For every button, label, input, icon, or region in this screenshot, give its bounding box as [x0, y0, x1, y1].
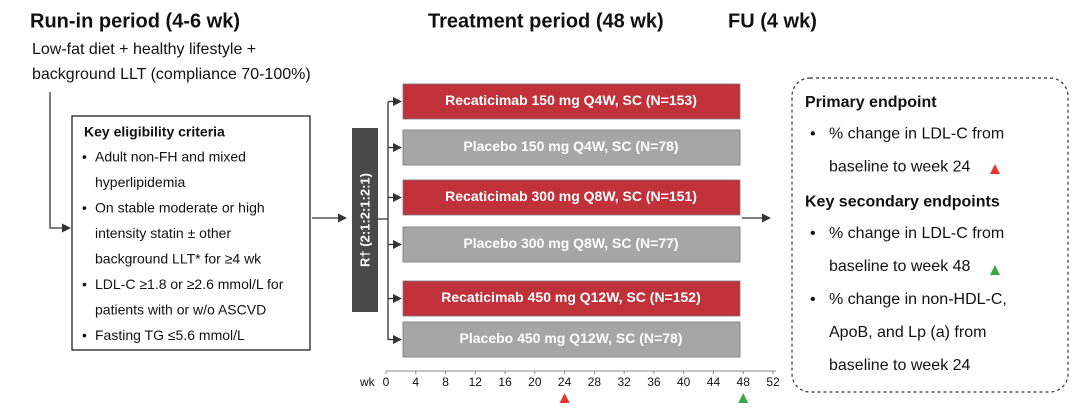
- eligibility-item: patients with or w/o ASCVD: [95, 302, 266, 318]
- endpoint-section-title: Key secondary endpoints: [805, 194, 1000, 211]
- timeline-tick-label: 40: [677, 375, 691, 389]
- timeline-marker: [559, 393, 570, 403]
- eligibility-item: Fasting TG ≤5.6 mmol/L: [95, 327, 245, 343]
- randomization-box: [352, 128, 378, 312]
- timeline-tick-label: 4: [412, 375, 419, 389]
- arm-label: Recaticimab 300 mg Q8W, SC (N=151): [445, 188, 697, 204]
- timeline-tick-label: 32: [617, 375, 631, 389]
- endpoint-item: baseline to week 24: [829, 159, 971, 176]
- run-in-description: background LLT (compliance 70-100%): [32, 66, 311, 83]
- follow-up-title: FU (4 wk): [728, 10, 817, 32]
- endpoint-item: % change in LDL-C from: [829, 126, 1004, 143]
- bullet: •: [810, 126, 816, 143]
- endpoint-item: % change in LDL-C from: [829, 225, 1004, 242]
- secondary-icon: [990, 265, 1000, 275]
- primary-icon: [990, 164, 1000, 174]
- endpoint-section-title: Primary endpoint: [805, 94, 937, 111]
- arm-bar: [402, 280, 741, 317]
- arm-label: Recaticimab 450 mg Q12W, SC (N=152): [441, 289, 701, 305]
- timeline-tick-label: 52: [766, 375, 780, 389]
- arm-bar: [402, 129, 741, 166]
- timeline-tick-label: 28: [588, 375, 602, 389]
- timeline-tick-label: 8: [442, 375, 449, 389]
- eligibility-item: intensity statin ± other: [95, 225, 231, 241]
- treatment-title: Treatment period (48 wk): [428, 10, 664, 32]
- arm-label: Recaticimab 150 mg Q4W, SC (N=153): [445, 92, 697, 108]
- bullet: •: [82, 149, 87, 165]
- endpoints-box: [791, 77, 1069, 393]
- bullet: •: [82, 200, 87, 216]
- bullet: •: [82, 276, 87, 292]
- timeline-tick-label: 36: [647, 375, 661, 389]
- bullet: •: [810, 225, 816, 242]
- timeline-unit: wk: [359, 375, 376, 389]
- endpoint-item: baseline to week 24: [829, 357, 971, 374]
- eligibility-item: hyperlipidemia: [95, 174, 185, 190]
- arm-label: Placebo 450 mg Q12W, SC (N=78): [460, 330, 683, 346]
- endpoint-item: % change in non-HDL-C,: [829, 291, 1007, 308]
- eligibility-item: Adult non-FH and mixed: [95, 149, 246, 165]
- arm-label: Placebo 150 mg Q4W, SC (N=78): [463, 138, 678, 154]
- run-in-arrow: [49, 92, 71, 233]
- timeline-marker: [738, 393, 749, 403]
- endpoint-item: baseline to week 48: [829, 258, 971, 275]
- bullet: •: [82, 327, 87, 343]
- timeline-tick-label: 24: [558, 375, 572, 389]
- arm-bar: [402, 226, 741, 263]
- timeline-tick-label: 20: [528, 375, 542, 389]
- eligibility-item: On stable moderate or high: [95, 200, 265, 216]
- eligibility-item: LDL-C ≥1.8 or ≥2.6 mmol/L for: [95, 276, 284, 292]
- eligibility-box: [71, 115, 311, 351]
- timeline-tick-label: 16: [498, 375, 512, 389]
- bullet: •: [810, 291, 816, 308]
- timeline-tick-label: 12: [469, 375, 483, 389]
- eligibility-item: background LLT* for ≥4 wk: [95, 251, 262, 267]
- arm-label: Placebo 300 mg Q8W, SC (N=77): [463, 235, 678, 251]
- arm-bar: [402, 83, 741, 120]
- arm-bar: [402, 321, 741, 358]
- endpoint-item: ApoB, and Lp (a) from: [829, 324, 986, 341]
- timeline-tick-label: 44: [707, 375, 721, 389]
- eligibility-title: Key eligibility criteria: [84, 124, 225, 140]
- timeline-tick-label: 0: [383, 375, 390, 389]
- arm-bar: [402, 179, 741, 216]
- timeline-tick-label: 48: [737, 375, 751, 389]
- run-in-title: Run-in period (4-6 wk): [30, 10, 240, 32]
- run-in-description: Low-fat diet + healthy lifestyle +: [32, 41, 256, 58]
- randomization-label: R† (2:1:2:1:2:1): [357, 173, 372, 267]
